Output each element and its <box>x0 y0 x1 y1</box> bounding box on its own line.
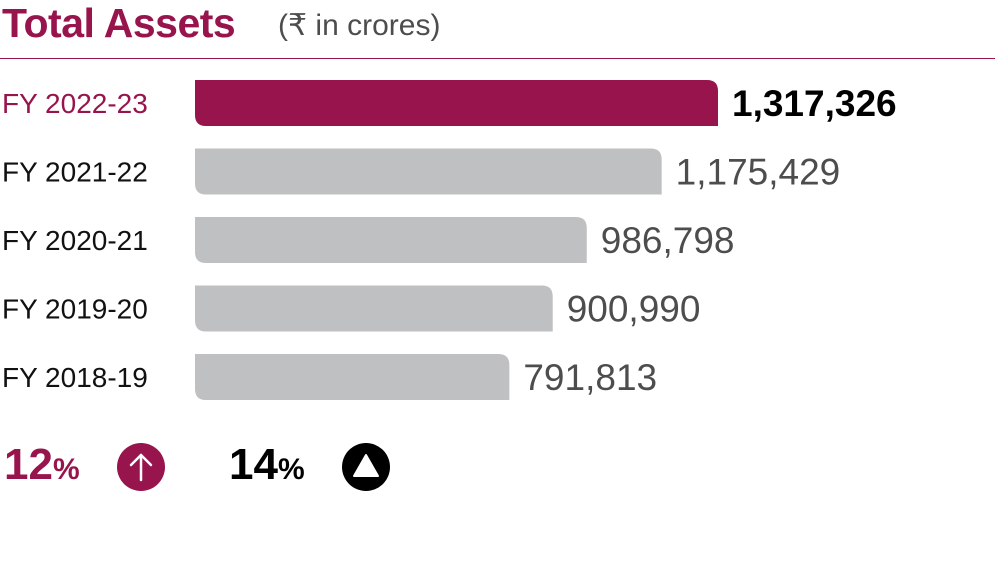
bar <box>195 354 510 400</box>
chart-title: Total Assets <box>2 0 236 46</box>
chart-header: Total Assets (₹ in crores) <box>0 0 995 60</box>
chart-subtitle: (₹ in crores) <box>278 9 441 42</box>
value-label: 900,990 <box>567 289 701 330</box>
growth-value-2: 14 <box>229 440 278 489</box>
value-label: 1,317,326 <box>732 83 897 124</box>
bar-chart: FY 2022-23 1,317,326 FY 2021-22 1,175,429 FY… <box>2 80 897 400</box>
category-label: FY 2020-21 <box>2 225 148 256</box>
arrow-up-circle-icon <box>117 443 165 491</box>
category-label: FY 2019-20 <box>2 294 148 325</box>
value-label: 791,813 <box>523 357 657 398</box>
bar <box>195 217 587 263</box>
bar <box>195 80 718 126</box>
header-divider <box>0 58 995 59</box>
growth-unit-2: % <box>277 453 305 486</box>
value-label: 986,798 <box>601 220 735 261</box>
growth-value-1: 12 <box>4 440 53 489</box>
category-label: FY 2021-22 <box>2 157 148 188</box>
triangle-up-circle-icon <box>342 443 390 491</box>
growth-unit-1: % <box>52 453 80 486</box>
bar <box>195 285 553 332</box>
bar <box>195 148 662 195</box>
value-label: 1,175,429 <box>676 152 841 193</box>
category-label: FY 2022-23 <box>2 88 148 119</box>
category-label: FY 2018-19 <box>2 362 148 393</box>
